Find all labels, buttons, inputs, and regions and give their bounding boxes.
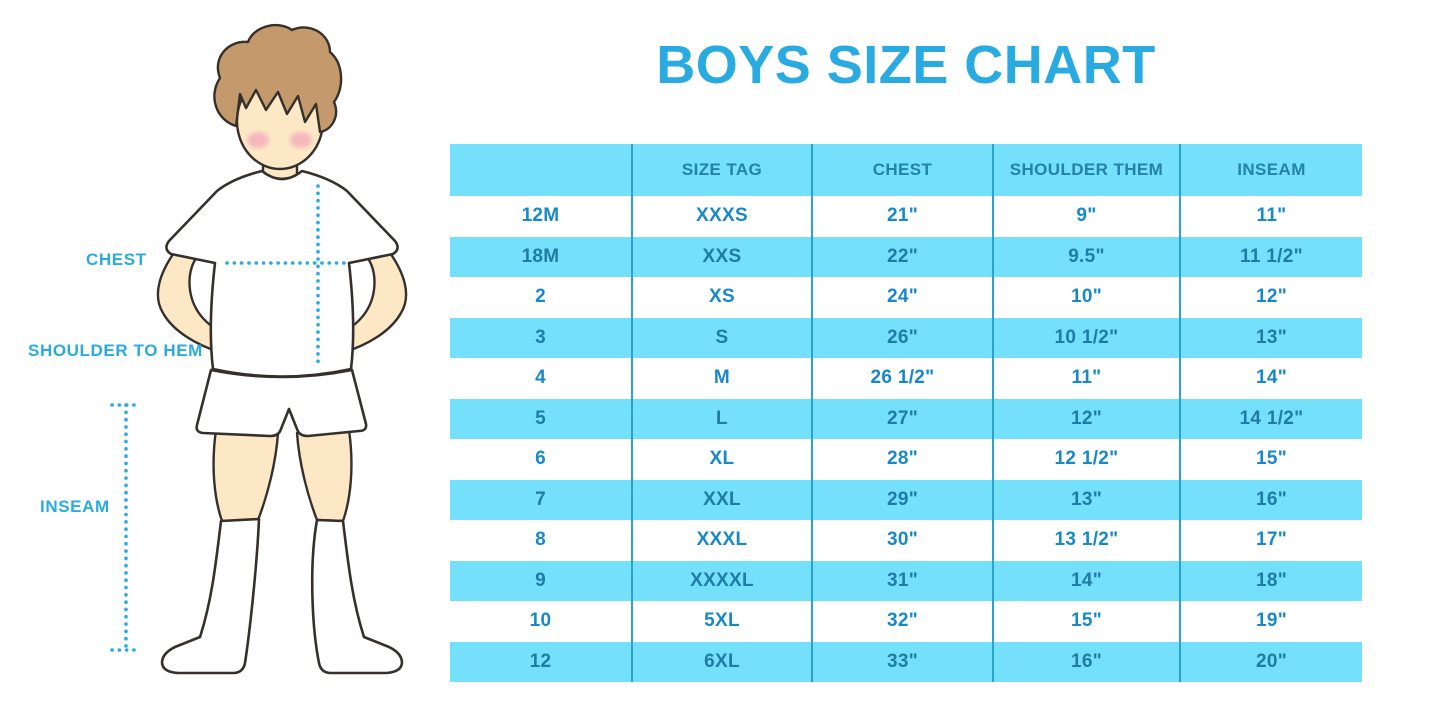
table-cell: 19" [1179, 601, 1362, 642]
right-sock [310, 518, 404, 675]
hair [213, 23, 343, 134]
table-cell: 12" [1179, 277, 1362, 318]
table-cell: 33" [811, 641, 993, 682]
boy-figure-svg [110, 23, 408, 675]
table-cell: 12M [450, 196, 632, 237]
column-header: CHEST [811, 144, 993, 196]
table-cell: 12" [992, 398, 1180, 439]
table-cell: 28" [811, 439, 993, 480]
table-cell: 14 1/2" [1179, 398, 1362, 439]
table-cell: XXXXL [631, 560, 812, 601]
table-row: 12 6XL 33" 16" 20" [450, 641, 1362, 682]
table-cell: 30" [811, 520, 993, 561]
table-cell: 9 [450, 560, 632, 601]
left-leg [212, 428, 280, 523]
table-cell: XXXL [631, 520, 812, 561]
left-sock [160, 517, 261, 675]
table-cell: 16" [1179, 479, 1362, 520]
inseam-label: INSEAM [40, 497, 110, 516]
size-table-body: 12M XXXS 21" 9" 11" 18M XXS 22" 9.5" 11 1/2" 2 XS 24… [450, 196, 1362, 682]
table-cell: 31" [811, 560, 993, 601]
table-cell: 8 [450, 520, 632, 561]
table-cell: 6XL [631, 641, 812, 682]
table-cell: 24" [811, 277, 993, 318]
table-cell: S [631, 317, 812, 358]
table-cell: 32" [811, 601, 993, 642]
column-header: INSEAM [1179, 144, 1362, 196]
table-cell: 29" [811, 479, 993, 520]
table-cell: 11" [992, 358, 1180, 399]
table-cell: 7 [450, 479, 632, 520]
table-cell: 10 1/2" [992, 317, 1180, 358]
chest-label: CHEST [86, 250, 147, 269]
table-cell: 14" [1179, 358, 1362, 399]
shoulder-to-hem-label: SHOULDER TO HEM [28, 341, 203, 360]
table-cell: L [631, 398, 812, 439]
column-header-blank [450, 144, 632, 196]
right-cheek-blush [290, 132, 312, 148]
table-cell: M [631, 358, 812, 399]
table-cell: 5XL [631, 601, 812, 642]
page-title: BOYS SIZE CHART [656, 35, 1156, 95]
table-cell: XXL [631, 479, 812, 520]
table-cell: 3 [450, 317, 632, 358]
table-cell: 4 [450, 358, 632, 399]
table-cell: 27" [811, 398, 993, 439]
table-row: 9 XXXXL 31" 14" 18" [450, 560, 1362, 601]
table-row: 10 5XL 32" 15" 19" [450, 601, 1362, 642]
table-cell: 18" [1179, 560, 1362, 601]
table-cell: 13 1/2" [992, 520, 1180, 561]
table-cell: 12 1/2" [992, 439, 1180, 480]
table-cell: XXXS [631, 196, 812, 237]
table-row: 3 S 26" 10 1/2" 13" [450, 317, 1362, 358]
table-cell: 12 [450, 641, 632, 682]
table-cell: 9" [992, 196, 1180, 237]
column-header: SHOULDER THEM [992, 144, 1180, 196]
table-row: 18M XXS 22" 9.5" 11 1/2" [450, 236, 1362, 277]
table-cell: 16" [992, 641, 1180, 682]
table-row: 5 L 27" 12" 14 1/2" [450, 398, 1362, 439]
table-cell: 13" [992, 479, 1180, 520]
table-cell: 21" [811, 196, 993, 237]
size-table-container: SIZE TAG CHEST SHOULDER THEM INSEAM 12M XXXS… [450, 144, 1362, 682]
table-cell: 11" [1179, 196, 1362, 237]
table-cell: 9.5" [992, 236, 1180, 277]
shorts [195, 368, 368, 438]
table-cell: 5 [450, 398, 632, 439]
table-cell: 11 1/2" [1179, 236, 1362, 277]
table-cell: 2 [450, 277, 632, 318]
table-cell: 26 1/2" [811, 358, 993, 399]
table-cell: 20" [1179, 641, 1362, 682]
table-cell: XL [631, 439, 812, 480]
table-cell: 26" [811, 317, 993, 358]
t-shirt [165, 169, 399, 378]
table-row: 6 XL 28" 12 1/2" 15" [450, 439, 1362, 480]
table-row: 7 XXL 29" 13" 16" [450, 479, 1362, 520]
table-cell: 18M [450, 236, 632, 277]
table-cell: 17" [1179, 520, 1362, 561]
table-row: 8 XXXL 30" 13 1/2" 17" [450, 520, 1362, 561]
table-cell: XXS [631, 236, 812, 277]
header-row: SIZE TAG CHEST SHOULDER THEM INSEAM [450, 144, 1362, 196]
table-row: 2 XS 24" 10" 12" [450, 277, 1362, 318]
size-table-head: SIZE TAG CHEST SHOULDER THEM INSEAM [450, 144, 1362, 196]
column-header: SIZE TAG [631, 144, 812, 196]
table-cell: 13" [1179, 317, 1362, 358]
table-cell: 15" [1179, 439, 1362, 480]
table-cell: 10 [450, 601, 632, 642]
table-cell: 6 [450, 439, 632, 480]
table-cell: 15" [992, 601, 1180, 642]
table-cell: 22" [811, 236, 993, 277]
table-cell: XS [631, 277, 812, 318]
table-cell: 10" [992, 277, 1180, 318]
size-table: SIZE TAG CHEST SHOULDER THEM INSEAM 12M XXXS… [450, 144, 1362, 682]
table-row: 12M XXXS 21" 9" 11" [450, 196, 1362, 237]
right-leg [295, 428, 353, 523]
left-cheek-blush [247, 132, 269, 148]
table-row: 4 M 26 1/2" 11" 14" [450, 358, 1362, 399]
table-cell: 14" [992, 560, 1180, 601]
